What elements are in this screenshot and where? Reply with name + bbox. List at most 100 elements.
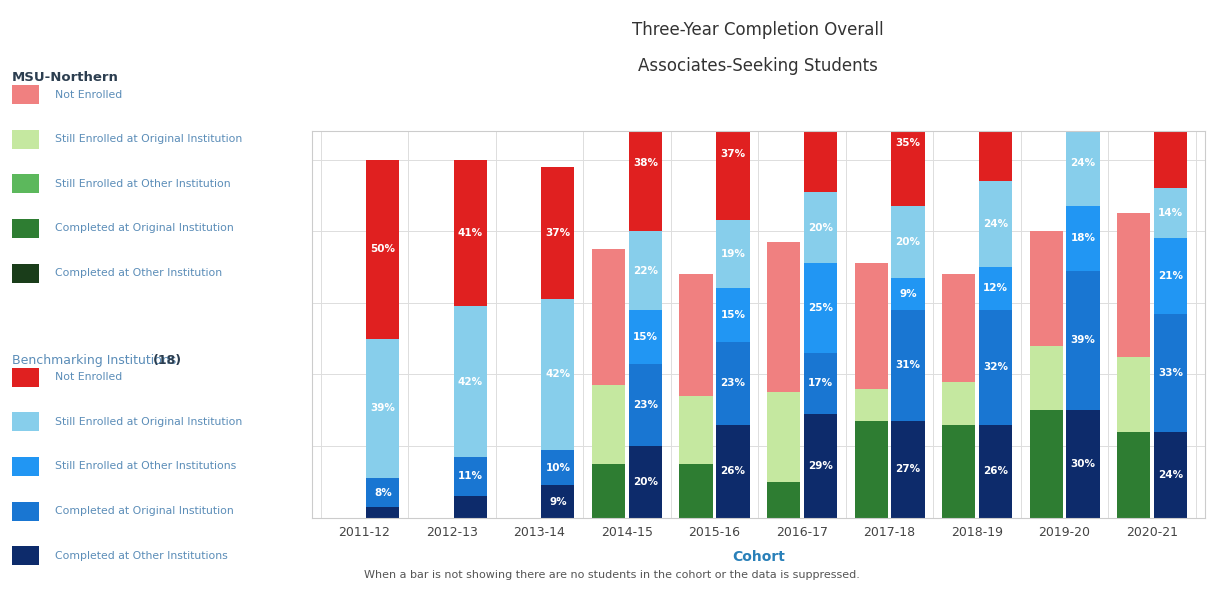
Bar (717, 289, 750, 342)
Text: Still Enrolled at Other Institutions: Still Enrolled at Other Institutions (55, 462, 236, 471)
Bar (892, 421, 925, 518)
Bar (1066, 120, 1099, 206)
Bar (366, 159, 400, 339)
Text: Completed at Original Institution: Completed at Original Institution (55, 506, 234, 516)
Text: 8%: 8% (374, 487, 391, 497)
Bar (804, 353, 837, 414)
Bar (717, 425, 750, 518)
Bar (767, 392, 800, 482)
Bar (1030, 410, 1063, 518)
Text: 42%: 42% (545, 369, 570, 380)
Bar (978, 267, 1013, 310)
Bar (454, 159, 487, 306)
Bar (1030, 346, 1063, 410)
Text: MSU-Northern: MSU-Northern (12, 71, 119, 84)
Bar (592, 464, 625, 518)
Bar (629, 446, 662, 518)
Text: 39%: 39% (1070, 336, 1096, 345)
Text: 9%: 9% (899, 289, 917, 299)
Bar (542, 486, 575, 518)
Text: Completed at Original Institution: Completed at Original Institution (55, 224, 234, 233)
Text: Associates-Seeking Students: Associates-Seeking Students (638, 57, 878, 74)
Text: 11%: 11% (457, 471, 483, 481)
Bar (1117, 356, 1151, 432)
Bar (978, 310, 1013, 425)
Bar (1153, 239, 1188, 314)
Bar (804, 414, 837, 518)
Bar (855, 421, 888, 518)
Bar (1153, 314, 1188, 432)
Text: 20%: 20% (808, 223, 833, 233)
Bar (542, 450, 575, 486)
Bar (804, 264, 837, 353)
Text: 30%: 30% (1070, 459, 1096, 469)
Bar (804, 42, 837, 192)
Text: 29%: 29% (808, 461, 833, 471)
Text: 39%: 39% (371, 403, 395, 414)
Text: 24%: 24% (1070, 158, 1096, 168)
Text: 15%: 15% (720, 311, 745, 320)
Text: Still Enrolled at Other Institution: Still Enrolled at Other Institution (55, 179, 231, 189)
Bar (767, 242, 800, 392)
Text: Three-Year Completion Overall: Three-Year Completion Overall (632, 21, 884, 39)
Text: 37%: 37% (545, 228, 570, 238)
Text: 20%: 20% (632, 477, 658, 487)
Text: Completed at Other Institutions: Completed at Other Institutions (55, 551, 227, 560)
Bar (1066, 271, 1099, 410)
Bar (942, 381, 975, 425)
Bar (717, 220, 750, 289)
Bar (855, 264, 888, 389)
Bar (717, 342, 750, 425)
Bar (942, 425, 975, 518)
Bar (942, 274, 975, 381)
Text: 23%: 23% (632, 400, 658, 410)
Bar (1030, 231, 1063, 346)
Bar (366, 478, 400, 507)
Bar (366, 339, 400, 478)
Text: 37%: 37% (720, 149, 746, 159)
Text: 24%: 24% (983, 219, 1008, 229)
Bar (767, 482, 800, 518)
Text: 17%: 17% (808, 378, 833, 389)
Bar (1066, 206, 1099, 271)
Bar (978, 74, 1013, 181)
Bar (629, 95, 662, 231)
Text: 31%: 31% (895, 361, 921, 371)
Text: 35%: 35% (895, 139, 921, 148)
Bar (680, 274, 713, 396)
Text: 50%: 50% (371, 244, 395, 254)
Text: 32%: 32% (983, 362, 1008, 372)
Text: 21%: 21% (1158, 271, 1183, 281)
Text: 12%: 12% (983, 283, 1008, 293)
Bar (717, 88, 750, 220)
Text: Not Enrolled: Not Enrolled (55, 90, 122, 99)
Text: 10%: 10% (545, 462, 570, 472)
Text: 22%: 22% (632, 265, 658, 275)
Bar (1117, 432, 1151, 518)
Text: Completed at Other Institution: Completed at Other Institution (55, 268, 223, 278)
Text: 38%: 38% (632, 158, 658, 168)
Text: Benchmarking Institutions: Benchmarking Institutions (12, 354, 181, 367)
Bar (892, 278, 925, 310)
Text: 26%: 26% (983, 466, 1008, 476)
Bar (1153, 188, 1188, 239)
Text: 42%: 42% (808, 112, 833, 121)
Bar (1066, 5, 1099, 120)
Bar (680, 396, 713, 464)
Bar (542, 167, 575, 299)
Text: 24%: 24% (1158, 469, 1183, 480)
Text: 42%: 42% (457, 377, 483, 387)
Bar (542, 299, 575, 450)
Text: 18%: 18% (1070, 233, 1096, 243)
Bar (892, 206, 925, 278)
Bar (454, 496, 487, 518)
Text: When a bar is not showing there are no students in the cohort or the data is sup: When a bar is not showing there are no s… (363, 570, 860, 580)
Bar (804, 192, 837, 264)
Text: 23%: 23% (720, 378, 745, 389)
Bar (366, 507, 400, 518)
Text: 30%: 30% (983, 123, 1008, 132)
Bar (1117, 213, 1151, 356)
Bar (1066, 410, 1099, 518)
X-axis label: Cohort: Cohort (731, 550, 785, 564)
Bar (978, 181, 1013, 267)
